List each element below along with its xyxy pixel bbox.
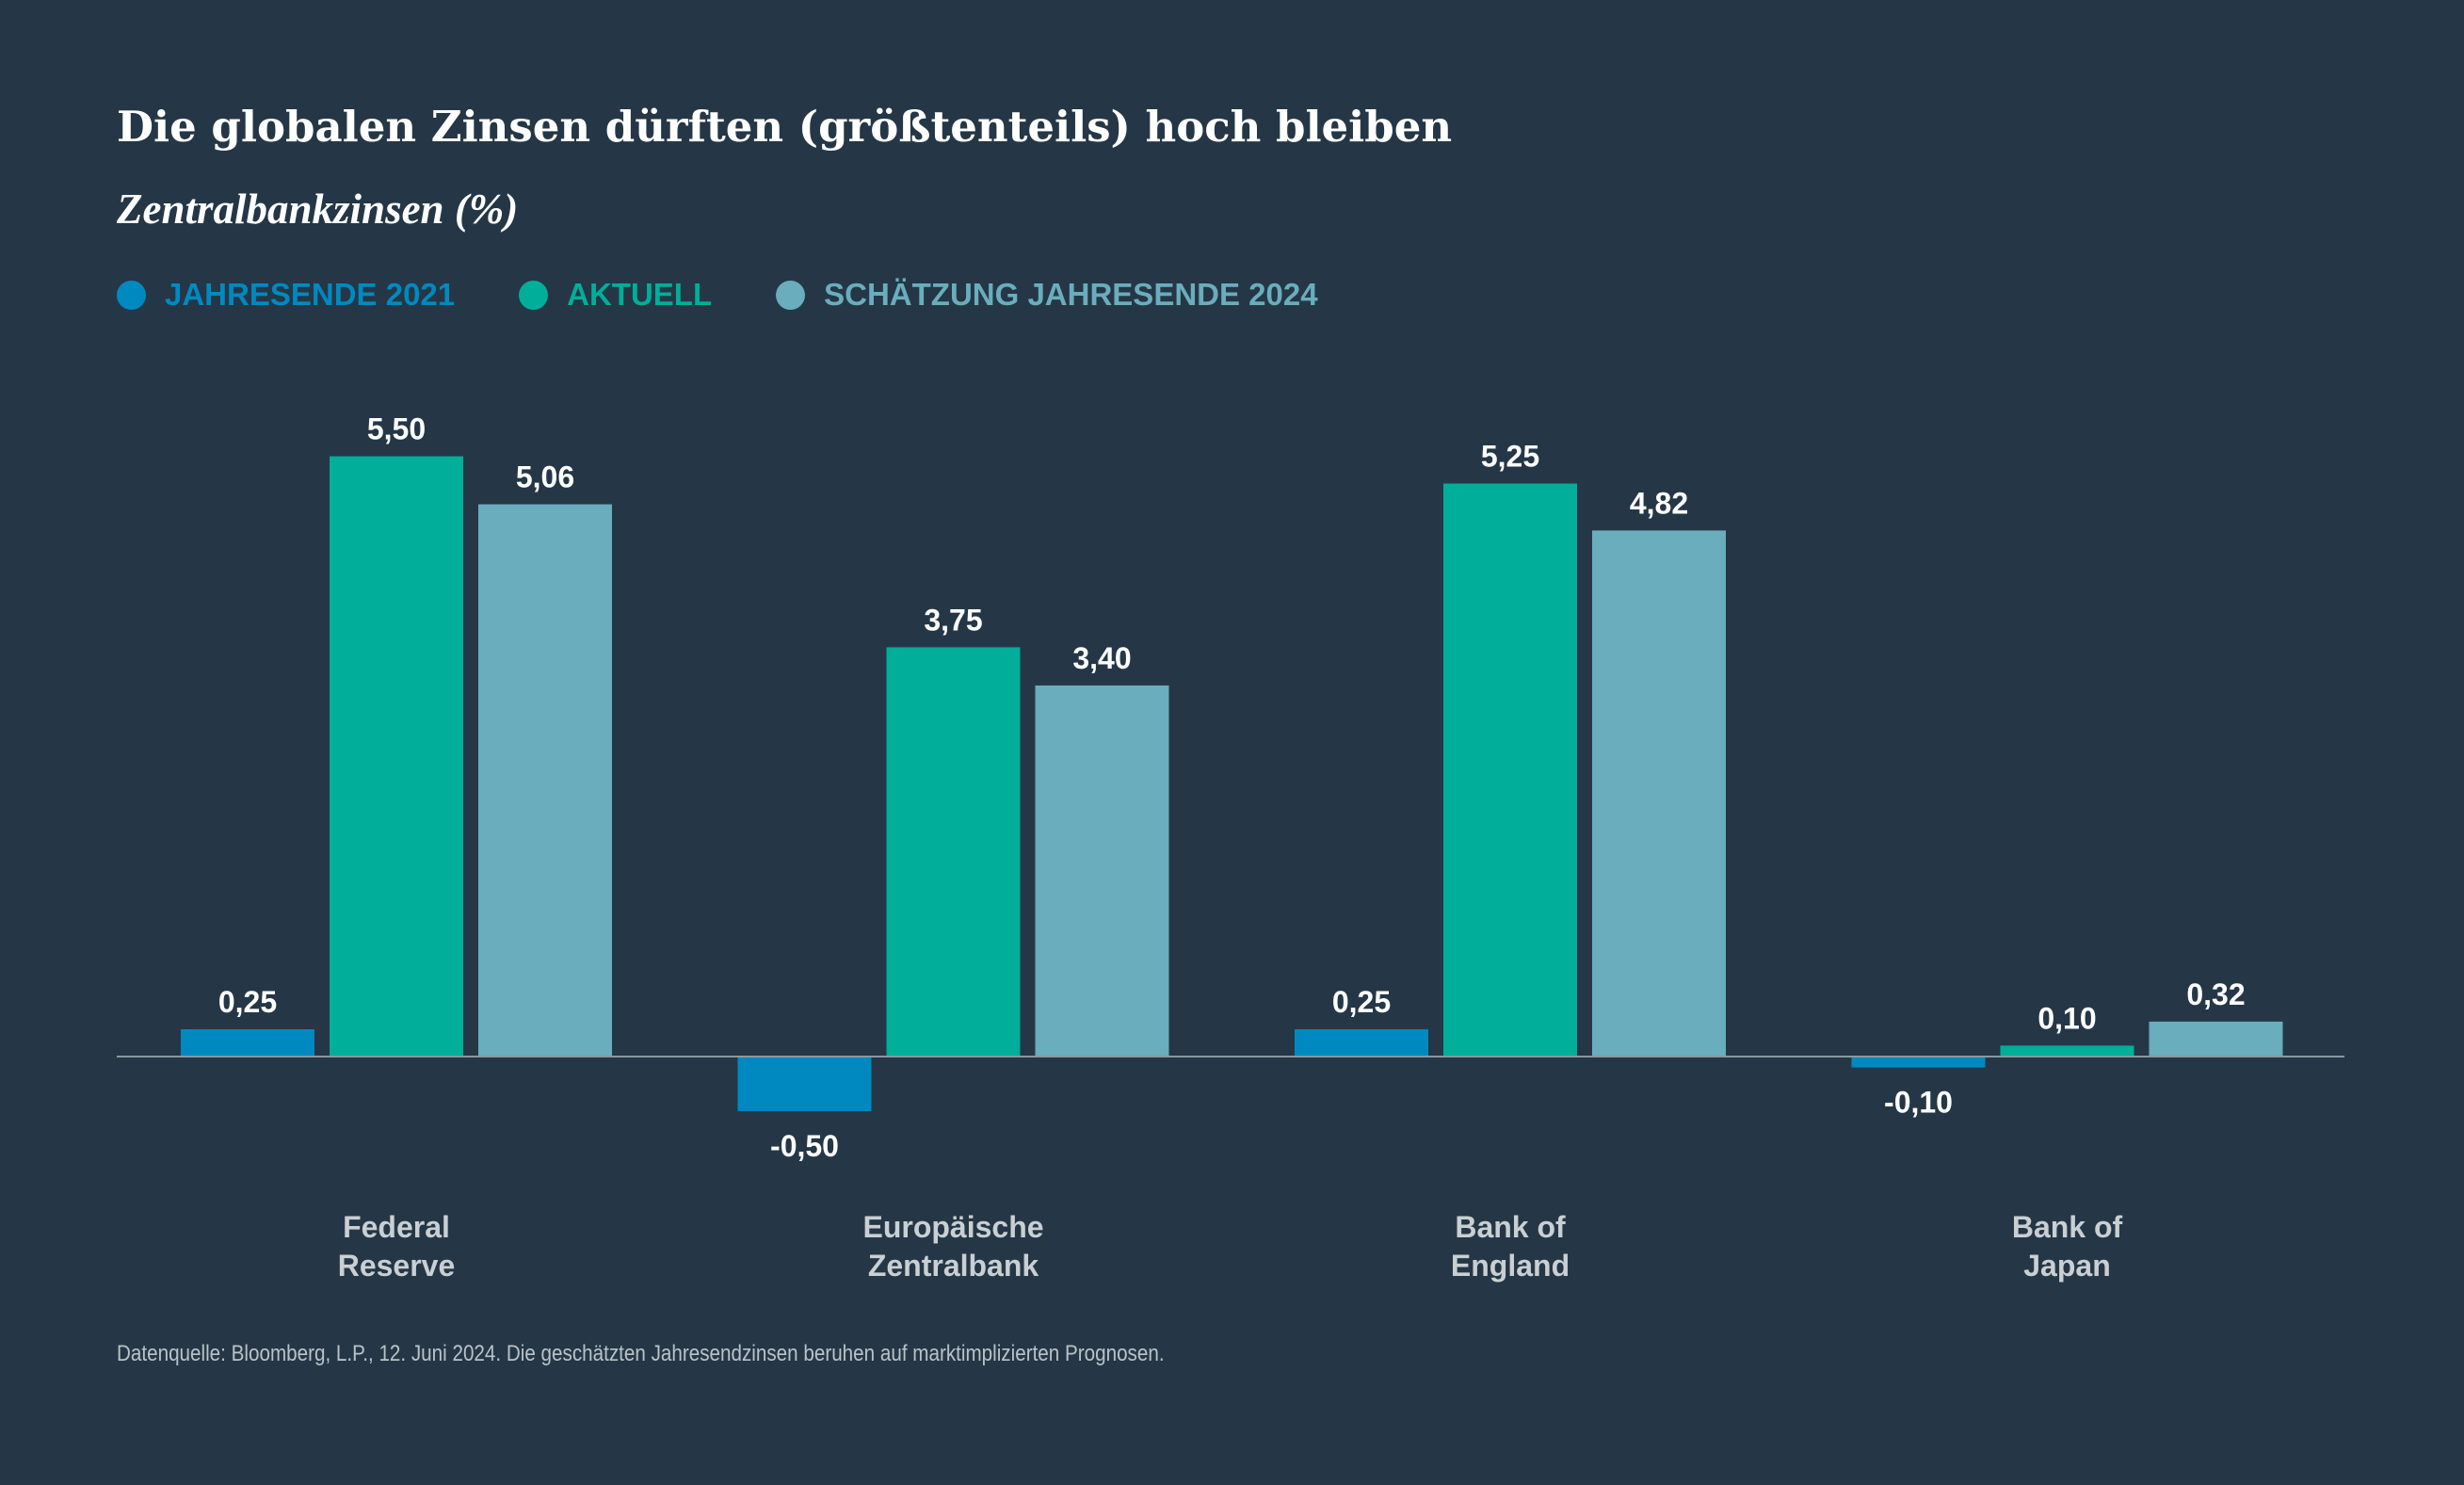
- legend-dot-icon: [519, 280, 549, 310]
- bar-2-series-2: [886, 647, 1021, 1057]
- data-label: 0,10: [2037, 1001, 2096, 1035]
- data-label: 3,40: [1072, 641, 1131, 675]
- legend-item-jahresende-2021: JAHRESENDE 2021: [117, 277, 455, 313]
- bar-1-series-3: [478, 504, 612, 1057]
- category-label: Reserve: [338, 1249, 456, 1283]
- data-label: -0,10: [1884, 1086, 1953, 1120]
- bar-4-series-3: [2149, 1021, 2283, 1057]
- category-label: Bank of: [1455, 1210, 1566, 1244]
- legend: JAHRESENDE 2021 AKTUELL SCHÄTZUNG JAHRES…: [117, 277, 1382, 313]
- legend-item-aktuell: AKTUELL: [519, 277, 712, 313]
- legend-item-schaetzung-2024: SCHÄTZUNG JAHRESENDE 2024: [776, 277, 1318, 313]
- bar-4-series-1: [1851, 1057, 1986, 1068]
- bar-3-series-2: [1443, 483, 1577, 1057]
- bar-3-series-1: [1295, 1029, 1428, 1057]
- data-label: 5,06: [516, 460, 574, 494]
- category-label: Federal: [343, 1210, 450, 1244]
- category-label: Zentralbank: [868, 1249, 1039, 1283]
- data-label: 0,25: [218, 985, 277, 1019]
- chart-title: Die globalen Zinsen dürften (größtenteil…: [117, 102, 1453, 152]
- legend-dot-icon: [776, 280, 806, 310]
- data-label: 0,32: [2186, 977, 2245, 1011]
- legend-label: JAHRESENDE 2021: [165, 277, 456, 312]
- data-label: 5,50: [367, 412, 426, 446]
- bar-4-series-2: [2000, 1045, 2134, 1057]
- category-label: Bank of: [2012, 1210, 2123, 1244]
- data-label: 3,75: [924, 603, 982, 637]
- bar-3-series-3: [1592, 530, 1726, 1057]
- category-label: Japan: [2023, 1249, 2110, 1283]
- bar-2-series-3: [1035, 685, 1169, 1057]
- bar-2-series-1: [737, 1057, 872, 1111]
- source-footnote: Datenquelle: Bloomberg, L.P., 12. Juni 2…: [117, 1341, 1165, 1366]
- bar-1-series-2: [330, 456, 463, 1057]
- data-label: 0,25: [1332, 985, 1391, 1019]
- bar-1-series-1: [181, 1029, 314, 1057]
- legend-dot-icon: [117, 280, 146, 310]
- category-label: Europäische: [862, 1210, 1043, 1244]
- data-label: 5,25: [1481, 440, 1539, 474]
- legend-label: SCHÄTZUNG JAHRESENDE 2024: [824, 277, 1318, 312]
- legend-label: AKTUELL: [567, 277, 713, 312]
- chart-subtitle: Zentralbankzinsen (%): [117, 186, 519, 233]
- data-label: 4,82: [1630, 486, 1688, 520]
- data-label: -0,50: [770, 1129, 839, 1163]
- category-label: England: [1451, 1249, 1570, 1283]
